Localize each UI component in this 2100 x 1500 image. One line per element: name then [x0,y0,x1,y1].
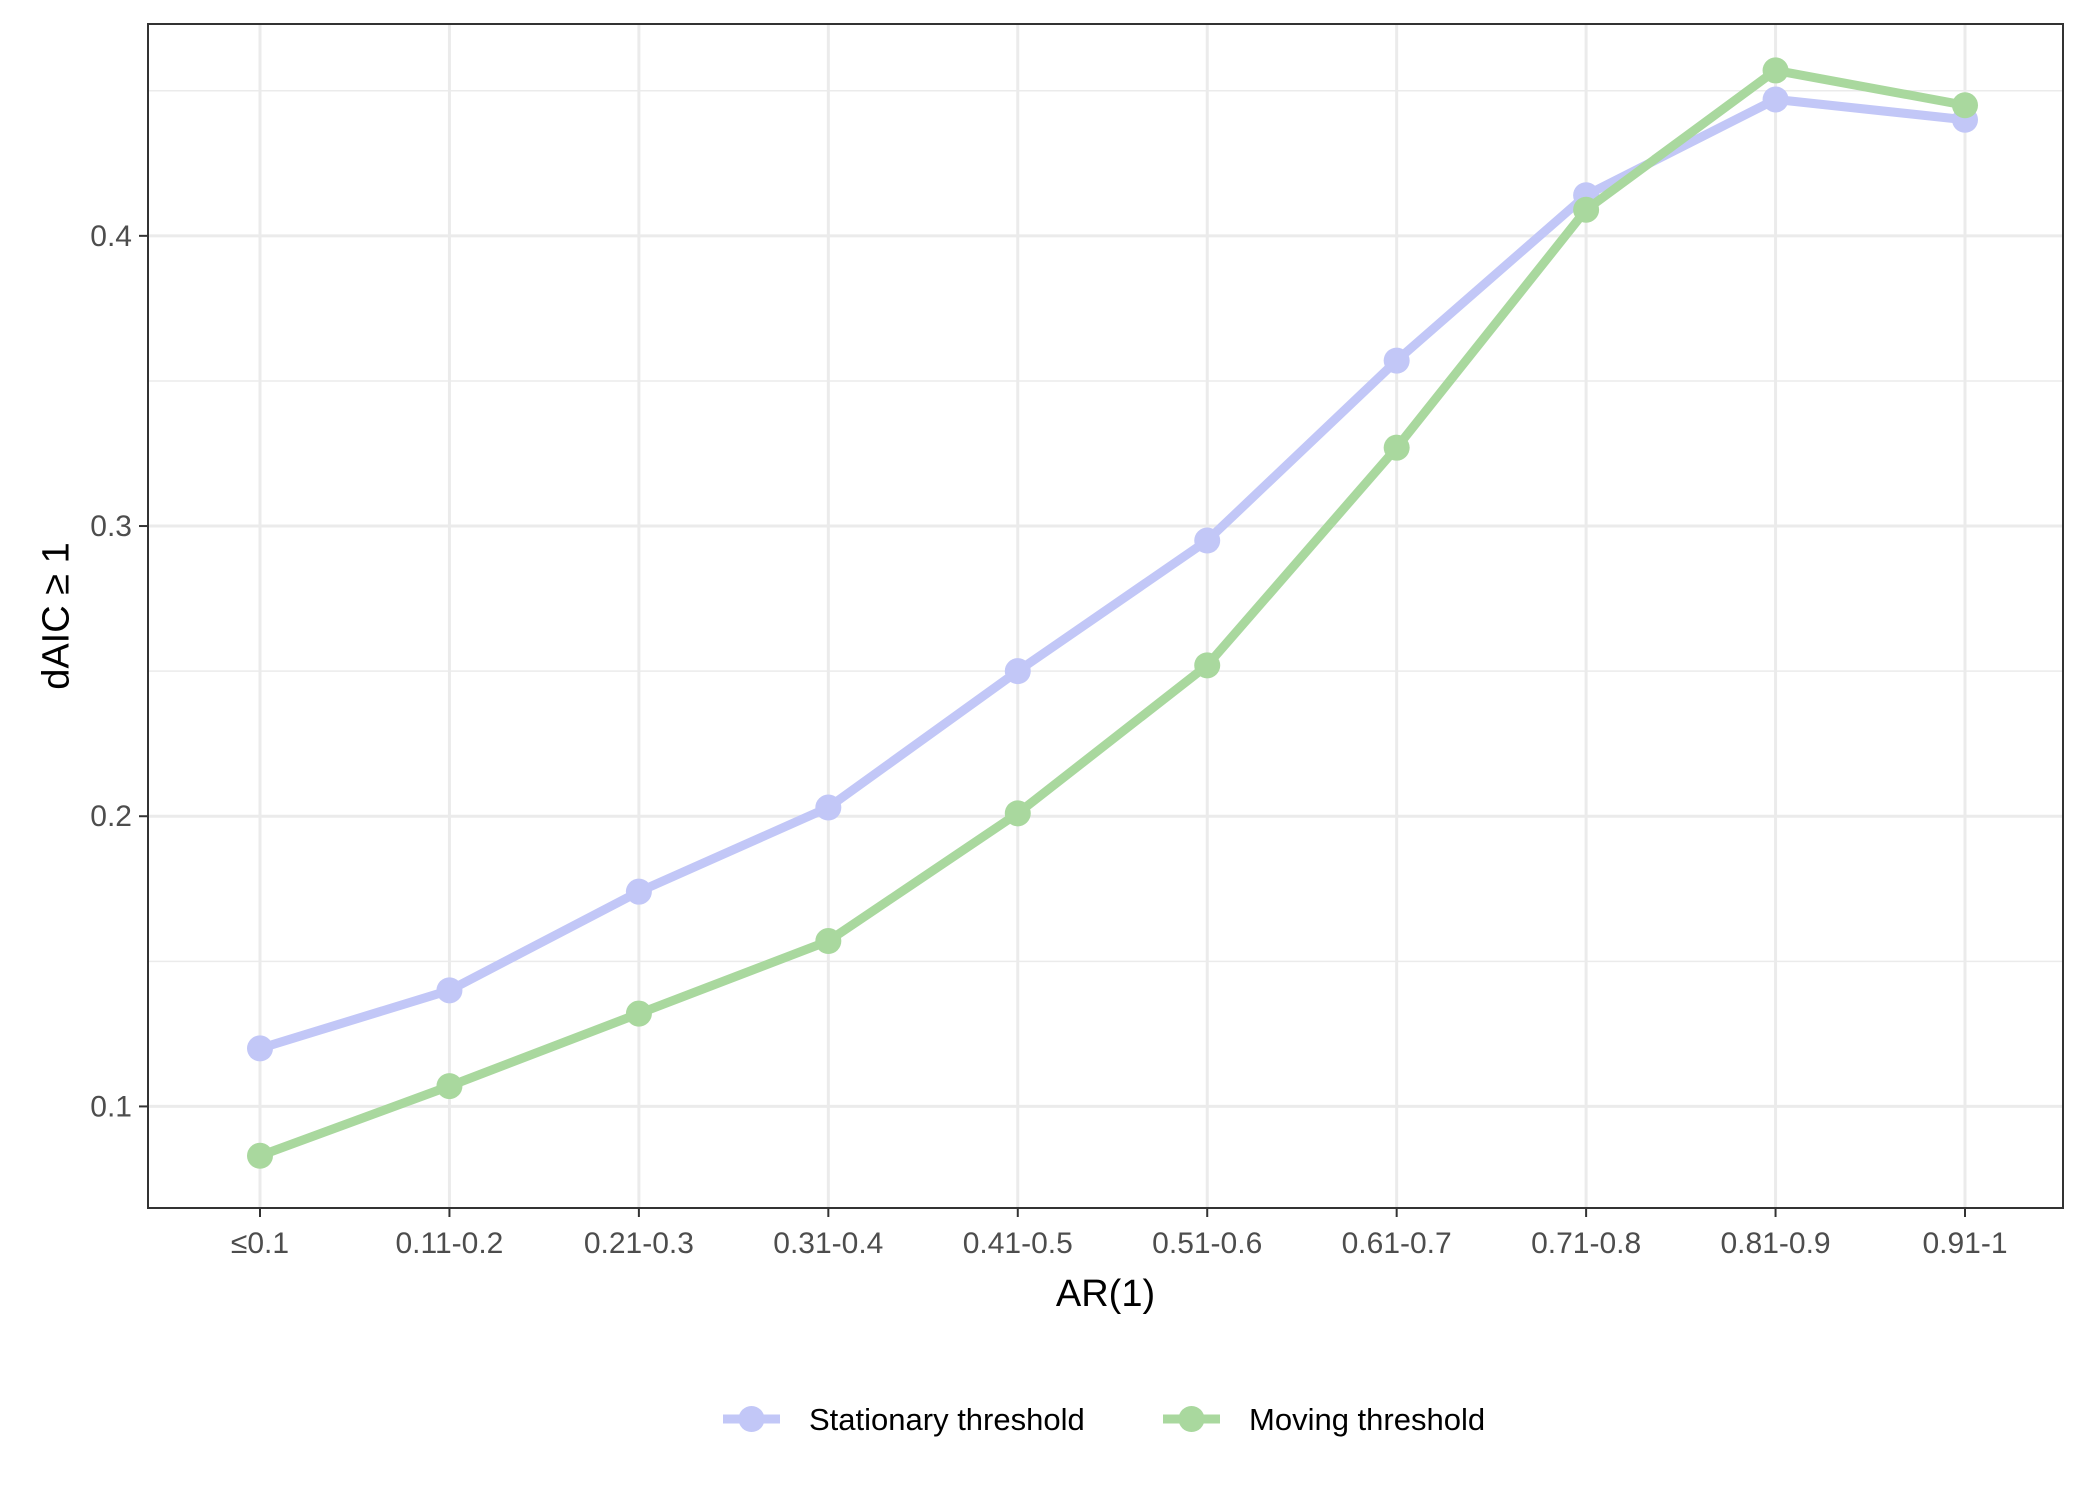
x-axis-title: AR(1) [1056,1273,1155,1315]
x-tick-label: 0.31-0.4 [773,1227,883,1260]
x-tick-label: 0.61-0.7 [1342,1227,1452,1260]
y-tick-label: 0.3 [90,510,132,543]
series-2-point [1004,800,1031,827]
legend-label-1: Stationary threshold [809,1402,1085,1437]
y-tick-label: 0.2 [90,800,132,833]
series-2-point [815,928,842,955]
series-1-point [1762,86,1789,113]
x-tick-label: 0.71-0.8 [1531,1227,1641,1260]
series-2-point [1762,57,1789,84]
x-tick-label: 0.41-0.5 [963,1227,1073,1260]
y-tick-label: 0.4 [90,220,132,253]
x-tick-label: 0.81-0.9 [1721,1227,1831,1260]
legend: Stationary threshold Moving threshold [723,1402,1485,1437]
x-tick-label: 0.11-0.2 [396,1227,504,1260]
axis-ticks [139,234,1966,1217]
series-1-point [1194,527,1221,554]
x-tick-label: 0.91-1 [1922,1227,2007,1260]
series-2-point [1952,92,1978,119]
plot-panel-border [147,23,2064,1209]
series-1-point [625,878,652,905]
series-1-point [1383,347,1410,374]
legend-label-2: Moving threshold [1249,1402,1485,1437]
series-1-point [247,1035,273,1062]
y-axis-title: dAIC ≥ 1 [35,542,77,690]
series-1-point [815,794,842,821]
series-layer [247,57,1978,1169]
y-tick-label: 0.1 [90,1090,132,1123]
x-tick-labels: ≤0.1 0.11-0.2 0.21-0.3 0.31-0.4 0.41-0.5 0.51… [231,1227,2008,1260]
series-1-point [1004,658,1031,685]
series-2-point [625,1000,652,1027]
series-2-point [1194,652,1221,679]
legend-key-point-2 [1178,1406,1205,1432]
legend-key-point-1 [738,1406,765,1432]
x-tick-label: 0.51-0.6 [1152,1227,1262,1260]
series-1-point [436,977,463,1004]
x-tick-label: 0.21-0.3 [584,1227,694,1260]
series-2-point [436,1073,463,1100]
x-tick-label: ≤0.1 [231,1227,289,1260]
y-tick-labels: 0.1 0.2 0.3 0.4 [90,220,132,1124]
series-line-2 [255,65,1970,1161]
series-line-1 [255,94,1970,1053]
series-2-point [1383,434,1410,461]
series-2-point [1573,196,1600,223]
series-2-point [247,1142,273,1169]
major-gridlines [148,24,2063,1208]
